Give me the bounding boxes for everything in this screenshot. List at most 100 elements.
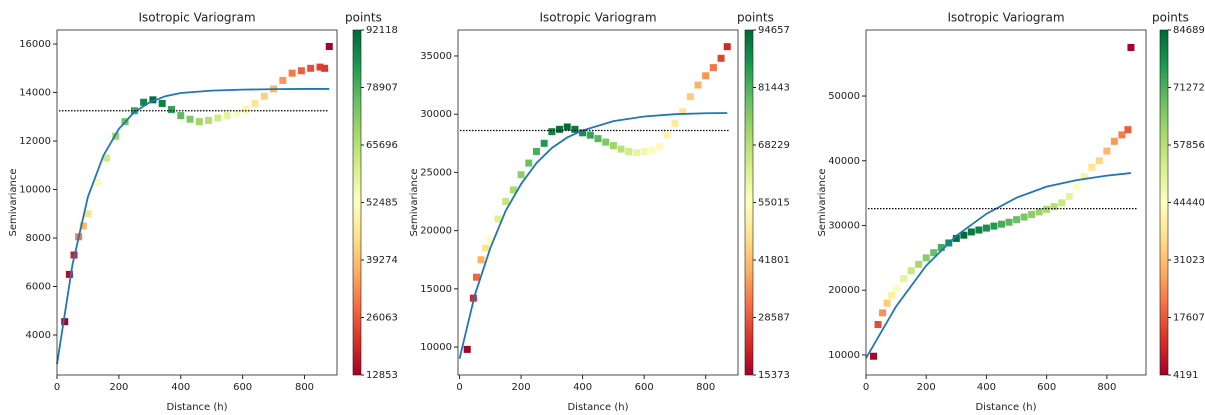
point	[930, 249, 938, 257]
point	[494, 215, 502, 223]
point	[1088, 163, 1096, 171]
point	[997, 220, 1005, 228]
x-tick-label: 800	[696, 382, 715, 393]
point	[671, 119, 679, 127]
y-tick-label: 50000	[828, 91, 860, 102]
point	[702, 72, 710, 80]
y-tick-label: 20000	[420, 226, 452, 237]
point	[214, 114, 222, 122]
point	[586, 131, 594, 139]
point	[486, 236, 494, 244]
x-tick-label: 600	[233, 382, 252, 393]
point	[617, 145, 625, 153]
point	[482, 244, 490, 252]
point	[937, 243, 945, 251]
colorbar-tick-label: 57856	[1173, 140, 1205, 151]
model-curve	[458, 112, 728, 359]
point	[79, 222, 87, 230]
point	[232, 109, 240, 117]
point	[723, 43, 731, 51]
colorbar-tick-label: 68229	[758, 140, 790, 151]
y-tick-label: 20000	[828, 285, 860, 296]
point	[242, 106, 250, 114]
point	[297, 67, 305, 75]
point	[177, 112, 185, 120]
point	[609, 142, 617, 150]
colorbar-tick-label: 39274	[366, 255, 398, 266]
point	[158, 99, 166, 107]
colorbar-tick-label: 17607	[1173, 313, 1205, 324]
y-tick-label: 8000	[26, 233, 51, 244]
point	[717, 54, 725, 62]
y-tick-label: 10000	[19, 185, 51, 196]
point	[892, 284, 900, 292]
point	[990, 222, 998, 230]
point	[870, 352, 878, 360]
point	[888, 291, 896, 299]
point	[186, 115, 194, 123]
point	[251, 99, 259, 107]
point	[874, 321, 882, 329]
colorbar-tick-label: 92118	[366, 25, 398, 36]
point	[307, 64, 315, 72]
x-tick-label: 400	[977, 382, 996, 393]
colorbar-tick-label: 4191	[1173, 370, 1198, 381]
point	[325, 42, 333, 50]
point	[556, 125, 564, 133]
plot-frame	[865, 29, 1147, 376]
colorbar	[744, 29, 754, 376]
point	[103, 154, 111, 162]
colorbar-tick-label: 81443	[758, 83, 790, 94]
x-tick-label: 800	[295, 382, 314, 393]
y-tick-label: 30000	[828, 220, 860, 231]
point	[679, 108, 687, 116]
point	[548, 128, 556, 136]
point	[1080, 173, 1088, 181]
colorbar-tick-label: 78907	[366, 83, 398, 94]
y-tick-label: 15000	[420, 284, 452, 295]
point	[907, 267, 915, 275]
point	[1043, 205, 1051, 213]
point	[321, 64, 329, 72]
point	[1005, 218, 1013, 226]
colorbar-tick-label: 12853	[366, 370, 398, 381]
x-tick-label: 800	[1097, 382, 1116, 393]
point	[167, 106, 175, 114]
point	[509, 186, 517, 194]
point	[316, 63, 324, 71]
y-tick-label: 10000	[828, 350, 860, 361]
plot-frame	[56, 29, 338, 376]
point	[1050, 203, 1058, 211]
y-tick-label: 12000	[19, 136, 51, 147]
point	[463, 345, 471, 353]
point	[279, 76, 287, 84]
y-tick-label: 30000	[420, 109, 452, 120]
colorbar-tick-label: 15373	[758, 370, 790, 381]
colorbar	[352, 29, 362, 376]
point	[922, 254, 930, 262]
point	[579, 129, 587, 137]
chart-title: Isotropic Variogram	[947, 11, 1064, 25]
colorbar	[1159, 29, 1169, 376]
x-axis-label: Distance (h)	[567, 402, 628, 413]
y-tick-label: 4000	[26, 330, 51, 341]
point	[477, 256, 485, 264]
y-tick-label: 14000	[19, 88, 51, 99]
colorbar-tick-label: 26063	[366, 313, 398, 324]
point	[525, 159, 533, 167]
y-axis-label: Semivariance	[817, 168, 828, 236]
point	[84, 210, 92, 218]
chart-title: Isotropic Variogram	[539, 11, 656, 25]
point	[900, 275, 908, 283]
point	[967, 228, 975, 236]
x-tick-label: 200	[109, 382, 128, 393]
point	[686, 93, 694, 101]
point	[540, 139, 548, 147]
point	[663, 131, 671, 139]
x-tick-label: 400	[171, 382, 190, 393]
x-tick-label: 600	[635, 382, 654, 393]
point	[571, 125, 579, 133]
colorbar-tick-label: 65696	[366, 140, 398, 151]
point	[625, 147, 633, 155]
model-curve	[56, 88, 330, 365]
